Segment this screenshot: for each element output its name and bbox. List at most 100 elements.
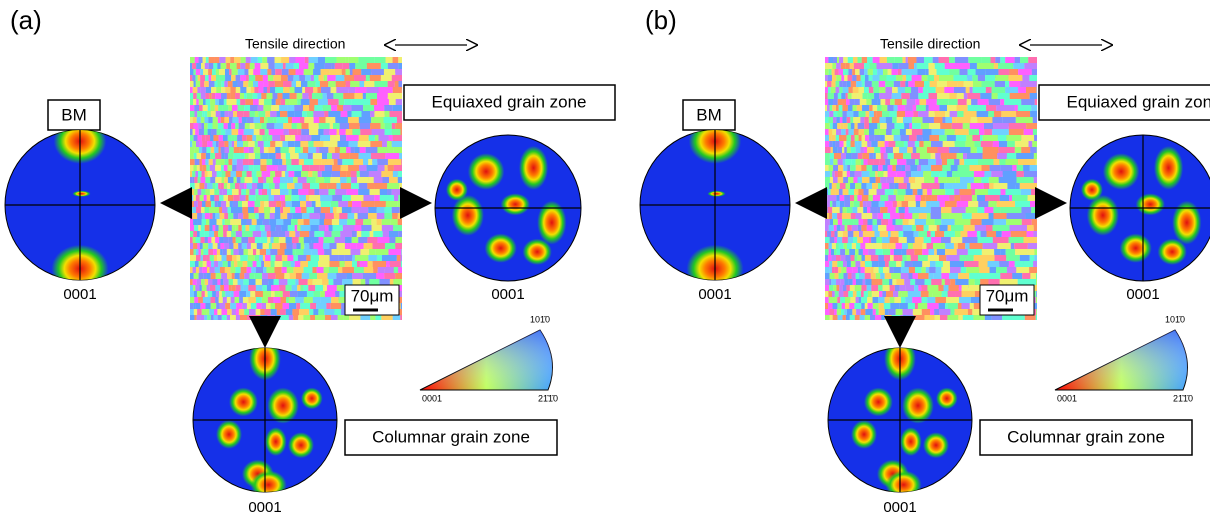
grain <box>252 219 257 226</box>
grain <box>880 75 887 82</box>
grain <box>202 135 206 141</box>
panel-label: (b) <box>645 5 677 35</box>
grain <box>221 201 226 207</box>
grain <box>864 117 869 124</box>
grain <box>869 117 872 123</box>
grain <box>217 63 220 70</box>
grain <box>830 171 832 177</box>
grain <box>223 297 227 303</box>
grain <box>204 117 208 123</box>
grain <box>890 303 899 310</box>
intensity-blob <box>1120 234 1152 263</box>
grain <box>295 279 298 286</box>
grain <box>190 207 193 213</box>
grain <box>846 141 850 148</box>
grain <box>209 219 214 225</box>
grain <box>219 237 223 243</box>
grain <box>234 261 237 267</box>
grain <box>884 93 892 99</box>
grain <box>867 285 872 291</box>
grain <box>299 159 304 165</box>
grain <box>195 183 200 189</box>
grain <box>848 123 851 130</box>
intensity-blob <box>288 432 314 458</box>
grain <box>909 177 915 183</box>
grain <box>987 231 996 238</box>
intensity-blob <box>923 432 949 458</box>
grain <box>309 93 312 100</box>
grain <box>220 111 224 118</box>
grain <box>232 129 239 135</box>
grain <box>860 117 864 123</box>
grain <box>310 183 319 190</box>
grain <box>935 153 940 159</box>
grain <box>861 75 865 82</box>
grain <box>911 171 923 178</box>
grain <box>825 249 829 255</box>
grain <box>213 249 217 256</box>
grain <box>940 225 948 232</box>
grain <box>831 81 835 87</box>
grain <box>215 267 220 273</box>
grain <box>243 249 247 256</box>
grain <box>825 165 829 171</box>
grain <box>218 105 222 111</box>
grain <box>267 315 275 320</box>
grain <box>975 279 980 285</box>
grain <box>876 63 884 69</box>
intensity-blob <box>452 195 484 236</box>
grain <box>929 249 935 256</box>
grain <box>848 129 853 135</box>
grain <box>939 75 953 81</box>
grain <box>841 129 845 135</box>
grain <box>235 123 238 130</box>
grain <box>213 213 216 220</box>
grain <box>901 273 909 279</box>
grain <box>190 225 194 231</box>
grain <box>897 159 906 165</box>
grain <box>190 159 195 165</box>
grain <box>208 171 212 177</box>
grain <box>290 135 295 142</box>
grain <box>260 117 264 124</box>
grain <box>343 93 354 99</box>
grain <box>890 255 894 261</box>
grain <box>1026 87 1037 94</box>
grain <box>864 129 869 135</box>
grain <box>836 195 839 201</box>
grain <box>906 171 911 178</box>
grain <box>222 177 225 184</box>
grain <box>292 117 300 123</box>
grain <box>840 117 843 123</box>
grain <box>200 165 203 171</box>
panel: (b)70μmTensile directionBM0001Equiaxed g… <box>640 5 1210 516</box>
grain <box>836 243 839 249</box>
grain <box>839 285 842 291</box>
grain <box>204 195 207 201</box>
grain <box>285 249 293 255</box>
grain <box>218 117 221 123</box>
grain <box>255 75 263 81</box>
grain <box>852 207 857 213</box>
grain <box>907 147 913 153</box>
grain <box>372 159 377 166</box>
grain <box>867 225 873 231</box>
grain <box>827 207 830 213</box>
grain <box>255 189 258 196</box>
grain <box>832 207 835 213</box>
grain <box>861 183 866 190</box>
grain <box>838 147 842 153</box>
grain <box>201 207 204 213</box>
grain <box>852 225 858 231</box>
grain <box>197 219 201 225</box>
grain <box>327 183 336 190</box>
grain <box>202 159 205 165</box>
grain <box>224 183 227 189</box>
grain <box>292 213 302 220</box>
grain <box>838 219 842 225</box>
grain <box>200 177 205 183</box>
grain <box>234 291 240 297</box>
grain <box>830 219 833 225</box>
grain <box>832 261 837 267</box>
grain <box>209 81 215 87</box>
